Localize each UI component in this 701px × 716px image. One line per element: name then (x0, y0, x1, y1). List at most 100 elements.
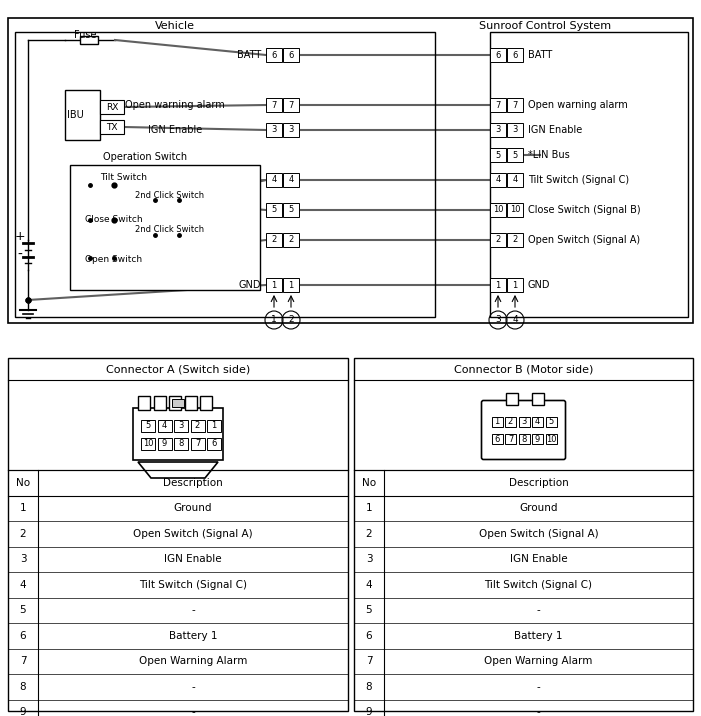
Bar (266, 203, 282, 217)
Text: Close Switch (Signal B): Close Switch (Signal B) (528, 205, 641, 215)
Bar (507, 148, 523, 162)
Bar (532, 434, 543, 444)
Bar (169, 396, 181, 410)
Bar (138, 396, 150, 410)
Bar (490, 233, 506, 247)
Text: Tilt Switch: Tilt Switch (100, 173, 147, 181)
Text: 7: 7 (366, 657, 372, 667)
Text: 5: 5 (20, 605, 27, 615)
Bar (207, 438, 221, 450)
Text: IGN Enable: IGN Enable (510, 554, 567, 564)
Bar (184, 396, 196, 410)
Text: RX: RX (106, 102, 118, 112)
Bar (490, 148, 506, 162)
Text: 2: 2 (271, 236, 277, 244)
Bar (490, 98, 506, 112)
Bar (490, 203, 506, 217)
Bar (519, 434, 529, 444)
Text: Battery 1: Battery 1 (515, 631, 563, 641)
Text: 6: 6 (271, 51, 277, 59)
Text: 4: 4 (271, 175, 277, 185)
Text: Connector A (Switch side): Connector A (Switch side) (106, 364, 250, 374)
Bar (505, 417, 516, 427)
Text: Description: Description (509, 478, 569, 488)
Text: 8: 8 (366, 682, 372, 692)
Text: 3: 3 (20, 554, 27, 564)
Text: 1: 1 (271, 316, 277, 324)
Bar (191, 438, 205, 450)
Bar (490, 173, 506, 187)
Bar (490, 48, 506, 62)
Text: 7: 7 (508, 435, 513, 443)
Text: -: - (18, 248, 22, 262)
Text: 1: 1 (20, 503, 27, 513)
Bar (490, 278, 506, 292)
Text: 4: 4 (366, 580, 372, 590)
Text: -: - (191, 682, 195, 692)
Bar (141, 438, 155, 450)
Bar (266, 173, 282, 187)
Text: 4: 4 (288, 175, 294, 185)
Text: 3: 3 (522, 417, 526, 427)
Text: 2: 2 (366, 528, 372, 538)
Bar (266, 278, 282, 292)
Text: -: - (537, 605, 540, 615)
Text: 5: 5 (496, 150, 501, 160)
Bar (266, 233, 282, 247)
Bar (133, 408, 223, 460)
Text: 2: 2 (195, 422, 200, 430)
Text: No: No (362, 478, 376, 488)
Bar (283, 48, 299, 62)
Text: -: - (537, 682, 540, 692)
Bar (207, 420, 221, 432)
Text: 2: 2 (508, 417, 513, 427)
Text: TX: TX (107, 122, 118, 132)
Text: 9: 9 (162, 440, 167, 448)
Bar (266, 123, 282, 137)
Bar (100, 100, 124, 114)
Text: *LIN Bus: *LIN Bus (528, 150, 570, 160)
Bar (491, 434, 503, 444)
Text: 5: 5 (366, 605, 372, 615)
Text: 3: 3 (178, 422, 184, 430)
Bar (507, 278, 523, 292)
Text: Connector B (Motor side): Connector B (Motor side) (454, 364, 593, 374)
Text: No: No (16, 478, 30, 488)
Bar (531, 392, 543, 405)
Bar (8, 18, 693, 323)
Text: 3: 3 (495, 316, 501, 324)
Text: Open Switch (Signal A): Open Switch (Signal A) (479, 528, 599, 538)
Bar (80, 36, 98, 44)
Text: 7: 7 (20, 657, 27, 667)
Text: 7: 7 (496, 100, 501, 110)
Bar (100, 120, 124, 134)
Text: 1: 1 (494, 417, 500, 427)
Text: 4: 4 (162, 422, 167, 430)
Text: Tilt Switch (Signal C): Tilt Switch (Signal C) (528, 175, 629, 185)
Text: Open Warning Alarm: Open Warning Alarm (484, 657, 592, 667)
Bar (266, 48, 282, 62)
Bar (174, 420, 188, 432)
Bar (191, 420, 205, 432)
Text: 1: 1 (496, 281, 501, 289)
Text: 3: 3 (496, 125, 501, 135)
Bar (507, 203, 523, 217)
Text: Ground: Ground (174, 503, 212, 513)
Text: 6: 6 (496, 51, 501, 59)
Text: 1: 1 (366, 503, 372, 513)
Text: Fuse: Fuse (74, 30, 96, 40)
Bar (200, 396, 212, 410)
Text: Open Switch (Signal A): Open Switch (Signal A) (528, 235, 640, 245)
Text: 5: 5 (271, 205, 277, 215)
Bar (545, 434, 557, 444)
Text: Close Switch: Close Switch (85, 216, 142, 225)
Bar (283, 278, 299, 292)
Text: 5: 5 (145, 422, 151, 430)
Text: 2: 2 (512, 236, 517, 244)
Text: 7: 7 (288, 100, 294, 110)
Text: 5: 5 (288, 205, 294, 215)
Text: 6: 6 (512, 51, 517, 59)
Bar (154, 396, 165, 410)
Bar (507, 173, 523, 187)
Text: 3: 3 (512, 125, 517, 135)
